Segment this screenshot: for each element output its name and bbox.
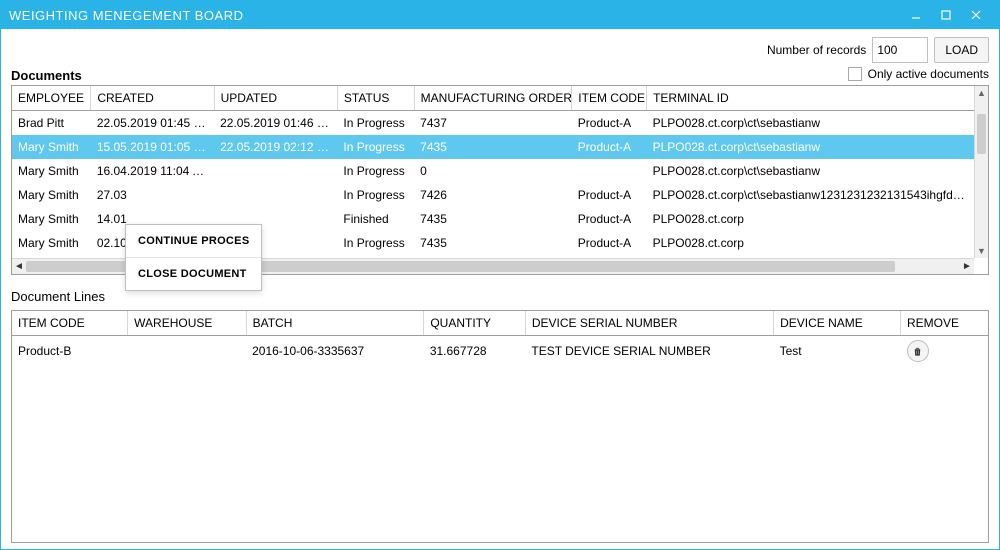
table-cell: Mary Smith — [12, 231, 91, 255]
table-cell: 7435 — [414, 135, 572, 159]
table-cell: Product-A — [572, 135, 647, 159]
document-lines-section-title: Document Lines — [11, 289, 989, 304]
table-cell: 22.05.2019 01:46 PM — [214, 111, 337, 135]
table-cell: Product-A — [572, 207, 647, 231]
table-row[interactable]: Mary Smith27.03 In Progress7426Product-AP… — [12, 183, 974, 207]
num-records-label: Number of records — [767, 43, 866, 57]
load-button[interactable]: LOAD — [934, 37, 989, 63]
documents-vertical-scrollbar[interactable]: ▲ ▼ — [974, 86, 988, 258]
table-cell: 15.05.2019 01:05 PM — [91, 135, 214, 159]
table-row[interactable]: Mary Smith16.04.2019 11:04 AM In Progress… — [12, 159, 974, 183]
lines-column-header[interactable]: ITEM CODE — [12, 311, 128, 336]
documents-column-header[interactable]: STATUS — [337, 86, 414, 111]
documents-column-header[interactable]: EMPLOYEE — [12, 86, 91, 111]
table-cell — [214, 183, 337, 207]
table-cell: Product-A — [572, 183, 647, 207]
table-row[interactable]: Product-B 2016-10-06-333563731.667728TEST… — [12, 336, 988, 367]
window-title: WEIGHTING MENEGEMENT BOARD — [9, 8, 901, 23]
table-cell: TEST DEVICE SERIAL NUMBER — [525, 336, 773, 367]
maximize-button[interactable] — [931, 1, 961, 29]
table-cell: Mary Smith — [12, 183, 91, 207]
table-cell: 7435 — [414, 231, 572, 255]
table-cell: In Progress — [337, 159, 414, 183]
table-cell: 22.05.2019 01:45 PM — [91, 111, 214, 135]
table-cell: 2016-10-06-3335637 — [246, 336, 424, 367]
lines-column-header[interactable]: DEVICE NAME — [774, 311, 901, 336]
documents-column-header[interactable]: UPDATED — [214, 86, 337, 111]
num-records-input[interactable] — [872, 37, 928, 63]
only-active-label: Only active documents — [868, 67, 989, 81]
lines-column-header[interactable]: QUANTITY — [424, 311, 526, 336]
lines-column-header[interactable]: REMOVE — [901, 311, 989, 336]
table-cell: In Progress — [337, 231, 414, 255]
title-bar: WEIGHTING MENEGEMENT BOARD — [1, 1, 999, 29]
documents-column-header[interactable]: CREATED — [91, 86, 214, 111]
close-button[interactable] — [961, 1, 991, 29]
table-cell: PLPO028.ct.corp\ct\sebastianw12312312321… — [647, 183, 974, 207]
table-cell: Mary Smith — [12, 135, 91, 159]
minimize-button[interactable] — [901, 1, 931, 29]
documents-column-header[interactable]: TERMINAL ID — [647, 86, 974, 111]
context-menu-item[interactable]: CONTINUE PROCES — [126, 225, 261, 258]
table-cell: In Progress — [337, 135, 414, 159]
table-cell: PLPO028.ct.corp\ct\sebastianw — [647, 159, 974, 183]
table-cell: 22.05.2019 02:12 PM — [214, 135, 337, 159]
table-cell: Brad Pitt — [12, 111, 91, 135]
table-cell: Product-A — [572, 231, 647, 255]
table-cell: PLPO028.ct.corp\ct\sebastianw — [647, 111, 974, 135]
table-cell: Product-B — [12, 336, 128, 367]
documents-section-title: Documents — [11, 68, 82, 83]
table-cell: 0 — [414, 159, 572, 183]
table-cell: Mary Smith — [12, 207, 91, 231]
table-row[interactable]: Brad Pitt22.05.2019 01:45 PM22.05.2019 0… — [12, 111, 974, 135]
table-cell: Test — [774, 336, 901, 367]
table-cell: In Progress — [337, 183, 414, 207]
table-cell: In Progress — [337, 111, 414, 135]
context-menu: CONTINUE PROCESCLOSE DOCUMENT — [125, 224, 262, 291]
table-cell: 27.03 — [91, 183, 214, 207]
table-cell: PLPO028.ct.corp — [647, 231, 974, 255]
table-cell: 16.04.2019 11:04 AM — [91, 159, 214, 183]
table-cell: Finished — [337, 207, 414, 231]
table-cell: PLPO028.ct.corp\ct\sebastianw — [647, 135, 974, 159]
table-cell: 7437 — [414, 111, 572, 135]
documents-column-header[interactable]: ITEM CODE — [572, 86, 647, 111]
lines-column-header[interactable]: WAREHOUSE — [128, 311, 246, 336]
lines-column-header[interactable]: DEVICE SERIAL NUMBER — [525, 311, 773, 336]
table-cell: 7426 — [414, 183, 572, 207]
table-row[interactable]: Mary Smith15.05.2019 01:05 PM22.05.2019 … — [12, 135, 974, 159]
document-lines-grid: ITEM CODEWAREHOUSEBATCHQUANTITYDEVICE SE… — [11, 310, 989, 543]
table-cell: Product-A — [572, 111, 647, 135]
table-cell: PLPO028.ct.corp — [647, 207, 974, 231]
lines-column-header[interactable]: BATCH — [246, 311, 424, 336]
documents-column-header[interactable]: MANUFACTURING ORDER — [414, 86, 572, 111]
table-cell — [214, 159, 337, 183]
table-cell: 7435 — [414, 207, 572, 231]
context-menu-item[interactable]: CLOSE DOCUMENT — [126, 258, 261, 290]
table-cell — [128, 336, 246, 367]
only-active-checkbox[interactable] — [848, 67, 862, 81]
table-cell — [901, 336, 989, 367]
table-cell: Mary Smith — [12, 159, 91, 183]
table-cell — [572, 159, 647, 183]
table-cell: 31.667728 — [424, 336, 526, 367]
remove-row-button[interactable] — [907, 340, 929, 362]
